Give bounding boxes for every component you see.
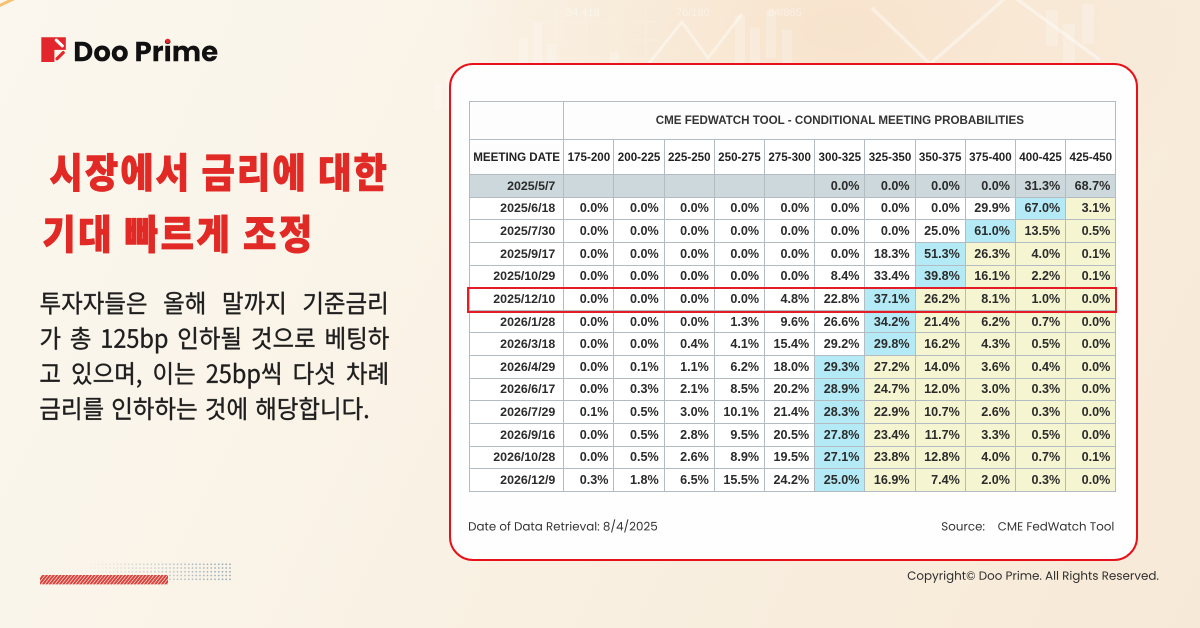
svg-text:34 418: 34 418	[566, 7, 600, 19]
svg-text:76/180: 76/180	[676, 7, 710, 19]
svg-text:84/865: 84/865	[768, 7, 802, 19]
